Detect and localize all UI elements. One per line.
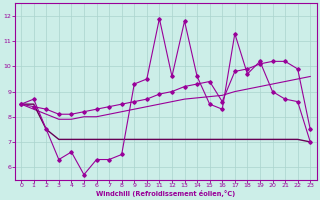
X-axis label: Windchill (Refroidissement éolien,°C): Windchill (Refroidissement éolien,°C) <box>96 190 235 197</box>
